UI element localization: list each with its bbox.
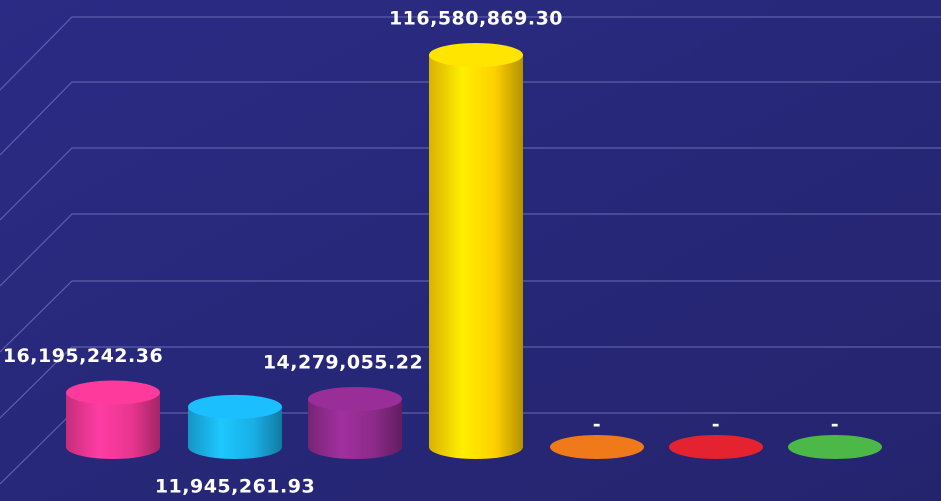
value-label: 11,945,261.93: [155, 476, 315, 498]
value-label: -: [831, 414, 839, 436]
value-label: -: [712, 414, 720, 436]
bar-top: [788, 435, 882, 459]
value-label: 14,279,055.22: [263, 351, 423, 373]
bar-top: [669, 435, 763, 459]
bar-top: [188, 395, 282, 419]
bar-top: [429, 43, 523, 67]
value-label: 116,580,869.30: [389, 8, 563, 30]
bar-top: [308, 387, 402, 411]
chart: 16,195,242.36 11,945,261.93 14,279,055.22 1…: [0, 0, 941, 501]
bar-top: [66, 381, 160, 405]
value-label: 16,195,242.36: [3, 345, 163, 367]
value-label: -: [593, 414, 601, 436]
bar-top: [550, 435, 644, 459]
bar: [429, 55, 523, 447]
